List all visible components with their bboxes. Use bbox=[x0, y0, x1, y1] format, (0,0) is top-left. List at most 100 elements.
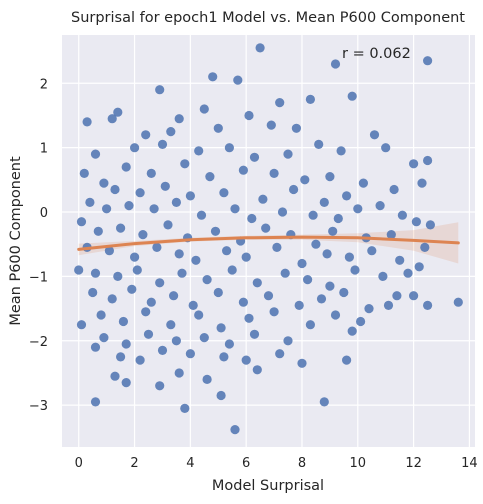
scatter-point bbox=[414, 262, 424, 272]
scatter-point bbox=[224, 143, 234, 153]
scatter-point bbox=[155, 85, 165, 95]
scatter-point bbox=[395, 255, 405, 265]
scatter-point bbox=[213, 287, 223, 298]
x-tick-label: 2 bbox=[130, 456, 138, 471]
scatter-point bbox=[127, 284, 137, 294]
scatter-point bbox=[174, 249, 184, 259]
scatter-point bbox=[149, 204, 159, 214]
scatter-point bbox=[389, 184, 399, 195]
scatter-point bbox=[141, 130, 151, 140]
scatter-point bbox=[350, 265, 360, 275]
y-tick-labels: −3 −2 −1 0 1 2 bbox=[29, 77, 48, 414]
scatter-point bbox=[266, 120, 276, 130]
scatter-point bbox=[261, 223, 271, 233]
y-tick-label: −2 bbox=[29, 335, 48, 350]
scatter-point bbox=[135, 188, 145, 198]
scatter-point bbox=[174, 114, 184, 124]
scatter-point bbox=[275, 98, 285, 108]
scatter-point bbox=[132, 265, 142, 275]
correlation-annotation: r = 0.062 bbox=[342, 46, 411, 62]
scatter-point bbox=[322, 249, 332, 259]
y-tick-label: −3 bbox=[29, 399, 48, 414]
scatter-point bbox=[90, 268, 101, 278]
scatter-point bbox=[311, 239, 321, 249]
scatter-point bbox=[258, 194, 268, 204]
scatter-point bbox=[107, 294, 117, 304]
scatter-point bbox=[210, 226, 221, 236]
scatter-point bbox=[121, 162, 131, 172]
y-axis-label: Mean P600 Component bbox=[8, 156, 24, 326]
scatter-point bbox=[110, 371, 120, 381]
scatter-point bbox=[291, 123, 301, 133]
x-tick-label: 6 bbox=[242, 456, 250, 471]
scatter-point bbox=[177, 268, 187, 278]
scatter-point bbox=[130, 143, 140, 153]
scatter-point bbox=[93, 226, 103, 236]
scatter-point bbox=[130, 252, 140, 262]
scatter-point bbox=[289, 184, 299, 195]
scatter-point bbox=[155, 278, 165, 288]
scatter-point bbox=[420, 242, 430, 252]
scatter-point bbox=[356, 316, 366, 327]
scatter-point bbox=[146, 168, 156, 178]
x-tick-labels: 0 2 4 6 8 10 12 14 bbox=[75, 456, 478, 471]
scatter-point bbox=[249, 329, 260, 339]
scatter-point bbox=[316, 294, 327, 304]
scatter-point bbox=[219, 188, 229, 198]
scatter-point bbox=[314, 139, 324, 149]
scatter-point bbox=[283, 149, 293, 159]
scatter-point bbox=[297, 358, 307, 368]
scatter-point bbox=[216, 390, 226, 401]
scatter-point bbox=[171, 336, 181, 346]
scatter-point bbox=[272, 242, 282, 252]
scatter-point bbox=[135, 355, 145, 365]
scatter-points bbox=[74, 43, 463, 435]
scatter-point bbox=[230, 425, 240, 435]
y-tick-label: −1 bbox=[29, 270, 48, 285]
scatter-point bbox=[308, 210, 318, 220]
x-tick-label: 4 bbox=[186, 456, 194, 471]
scatter-point bbox=[305, 94, 315, 104]
scatter-point bbox=[194, 310, 204, 320]
scatter-point bbox=[297, 258, 307, 269]
scatter-point bbox=[300, 175, 310, 185]
scatter-point bbox=[143, 329, 154, 339]
scatter-point bbox=[196, 210, 207, 220]
scatter-point bbox=[113, 271, 123, 281]
scatter-point bbox=[294, 300, 304, 310]
scatter-point bbox=[208, 72, 218, 82]
scatter-point bbox=[280, 268, 290, 278]
scatter-point bbox=[263, 291, 274, 301]
scatter-point bbox=[381, 143, 391, 153]
scatter-point bbox=[180, 403, 190, 413]
scatter-point bbox=[152, 242, 162, 252]
scatter-point bbox=[96, 310, 106, 320]
scatter-point bbox=[342, 355, 352, 365]
scatter-point bbox=[238, 165, 248, 175]
scatter-point bbox=[174, 368, 184, 378]
scatter-point bbox=[230, 204, 240, 214]
scatter-point bbox=[423, 155, 433, 166]
scatter-point bbox=[342, 191, 352, 201]
scatter-point bbox=[269, 307, 279, 317]
scatter-point bbox=[358, 178, 368, 188]
scatter-point bbox=[392, 291, 402, 301]
scatter-point bbox=[227, 265, 237, 275]
scatter-point bbox=[157, 139, 168, 149]
scatter-point bbox=[347, 326, 357, 336]
scatter-point bbox=[409, 159, 419, 169]
scatter-point bbox=[249, 152, 260, 162]
scatter-point bbox=[202, 374, 212, 384]
x-tick-label: 0 bbox=[75, 456, 83, 471]
scatter-point bbox=[275, 349, 285, 359]
scatter-point bbox=[409, 291, 419, 301]
scatter-point bbox=[146, 297, 156, 307]
y-tick-label: 0 bbox=[40, 206, 48, 221]
y-tick-label: 1 bbox=[40, 142, 48, 157]
scatter-point bbox=[344, 252, 354, 262]
scatter-point bbox=[319, 397, 329, 407]
scatter-point bbox=[325, 172, 335, 182]
scatter-point bbox=[383, 300, 394, 310]
scatter-point bbox=[82, 117, 92, 127]
